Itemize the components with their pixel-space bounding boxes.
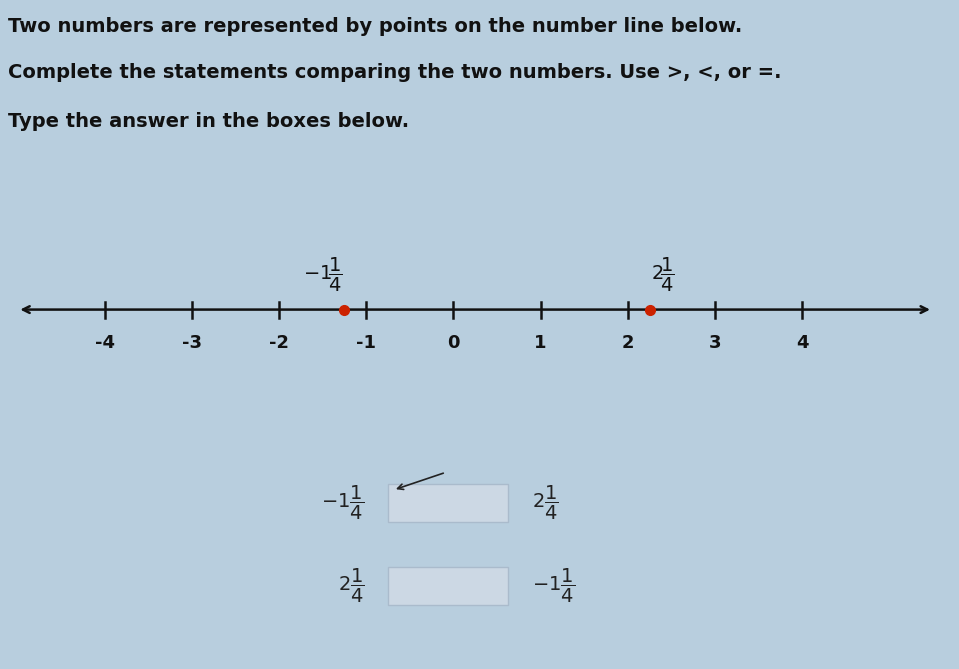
- Text: $2\dfrac{1}{4}$: $2\dfrac{1}{4}$: [532, 484, 559, 522]
- Text: Complete the statements comparing the two numbers. Use >, <, or =.: Complete the statements comparing the tw…: [8, 63, 782, 82]
- Text: $-1\!\dfrac{1}{4}$: $-1\!\dfrac{1}{4}$: [303, 256, 342, 294]
- Text: -1: -1: [356, 334, 376, 352]
- Text: 1: 1: [534, 334, 547, 352]
- Text: 3: 3: [709, 334, 721, 352]
- Text: Type the answer in the boxes below.: Type the answer in the boxes below.: [8, 112, 409, 131]
- Text: $-1\dfrac{1}{4}$: $-1\dfrac{1}{4}$: [532, 567, 575, 605]
- Text: -2: -2: [269, 334, 289, 352]
- Text: 0: 0: [447, 334, 459, 352]
- Text: -3: -3: [182, 334, 201, 352]
- Text: 2: 2: [621, 334, 634, 352]
- Text: $2\dfrac{1}{4}$: $2\dfrac{1}{4}$: [338, 567, 364, 605]
- Text: Two numbers are represented by points on the number line below.: Two numbers are represented by points on…: [8, 17, 742, 35]
- Text: $-1\dfrac{1}{4}$: $-1\dfrac{1}{4}$: [321, 484, 364, 522]
- Text: $2\!\dfrac{1}{4}$: $2\!\dfrac{1}{4}$: [651, 256, 674, 294]
- Text: -4: -4: [95, 334, 115, 352]
- Text: 4: 4: [796, 334, 808, 352]
- Bar: [388, 567, 508, 605]
- Bar: [388, 484, 508, 522]
